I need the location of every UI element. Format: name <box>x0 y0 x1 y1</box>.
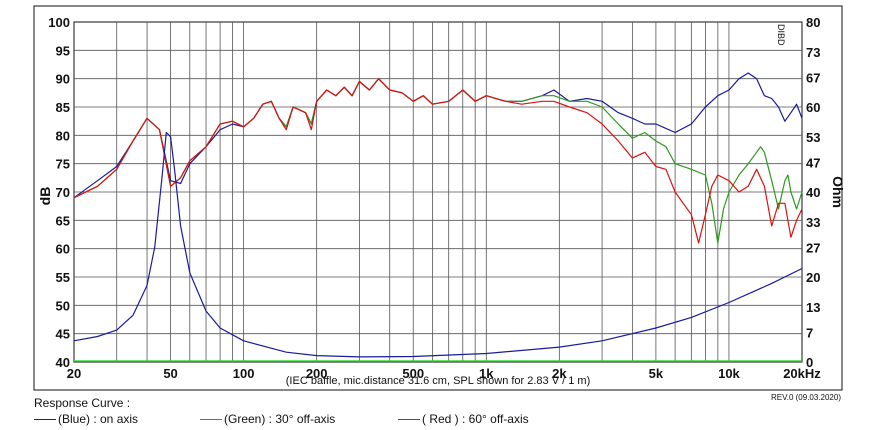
y2-tick-label: 13 <box>806 300 820 315</box>
x-tick-label: 500 <box>402 366 424 381</box>
x-tick-label: 5k <box>649 366 664 381</box>
y-tick-label: 40 <box>56 355 70 370</box>
legend-swatch-green <box>200 419 222 421</box>
y-tick-label: 50 <box>56 298 70 313</box>
legend-label-green: (Green) : 30° off-axis <box>224 412 336 426</box>
y-tick-label: 85 <box>56 100 70 115</box>
legend-item-blue: (Blue) : on axis <box>34 412 138 426</box>
y-tick-label: 60 <box>56 242 70 257</box>
x-tick-label: 1k <box>479 366 494 381</box>
legend: Response Curve : (Blue) : on axis (Green… <box>34 396 854 428</box>
y2-tick-label: 80 <box>806 15 820 30</box>
series-line-60-off-axis <box>73 78 803 244</box>
y-tick-label: 90 <box>56 72 70 87</box>
x-tick-label: 20kHz <box>783 366 821 381</box>
y-tick-label: 100 <box>48 15 70 30</box>
x-tick-label: 2k <box>552 366 567 381</box>
y2-tick-label: 33 <box>806 215 820 230</box>
y2-tick-label: 27 <box>806 240 820 255</box>
y2-tick-label: 7 <box>806 325 813 340</box>
y2-tick-label: 67 <box>806 70 820 85</box>
legend-label-red: ( Red ) : 60° off-axis <box>422 412 529 426</box>
y2-axis-title: Ohm <box>830 176 846 208</box>
axis-tick-labels: 40 45 50 55 60 65 70 75 80 85 90 95 100 0 7 13 20 27 33 40 4… <box>48 15 821 381</box>
data-series <box>73 72 803 358</box>
y-tick-label: 75 <box>56 157 70 172</box>
y-tick-label: 95 <box>56 43 70 58</box>
y2-tick-label: 0 <box>806 355 813 370</box>
watermark: DIBD <box>776 24 786 46</box>
x-tick-label: 50 <box>163 366 177 381</box>
y2-tick-label: 60 <box>806 100 820 115</box>
legend-swatch-red <box>398 419 420 421</box>
legend-title: Response Curve : <box>34 396 131 410</box>
legend-label-blue: (Blue) : on axis <box>58 412 139 426</box>
x-tick-label: 100 <box>233 366 255 381</box>
y2-tick-label: 47 <box>806 155 820 170</box>
x-tick-label: 10k <box>718 366 740 381</box>
x-tick-label: 200 <box>306 366 328 381</box>
legend-item-red: ( Red ) : 60° off-axis <box>398 412 529 426</box>
y-tick-label: 80 <box>56 128 70 143</box>
y-tick-label: 55 <box>56 270 70 285</box>
legend-item-green: (Green) : 30° off-axis <box>200 412 335 426</box>
y-tick-label: 70 <box>56 185 70 200</box>
frequency-response-chart: 40 45 50 55 60 65 70 75 80 85 90 95 100 0 7 13 20 27 33 40 4… <box>33 5 846 391</box>
y-tick-label: 65 <box>56 213 70 228</box>
x-tick-label: 20 <box>67 366 81 381</box>
y-tick-label: 45 <box>56 327 70 342</box>
y2-tick-label: 73 <box>806 45 820 60</box>
y2-tick-label: 53 <box>806 130 820 145</box>
measurement-annotation: (IEC baffle, mic.distance 31.6 cm, SPL s… <box>286 375 590 387</box>
grid-lines <box>74 22 802 362</box>
y2-tick-label: 40 <box>806 185 820 200</box>
y-axis-title: dB <box>37 187 53 206</box>
series-line-impedance <box>73 131 803 358</box>
chart-frame <box>33 5 843 391</box>
revision-label: REV.0 (09.03.2020) <box>771 393 841 402</box>
y2-tick-label: 20 <box>806 270 820 285</box>
legend-swatch-blue <box>34 419 56 421</box>
